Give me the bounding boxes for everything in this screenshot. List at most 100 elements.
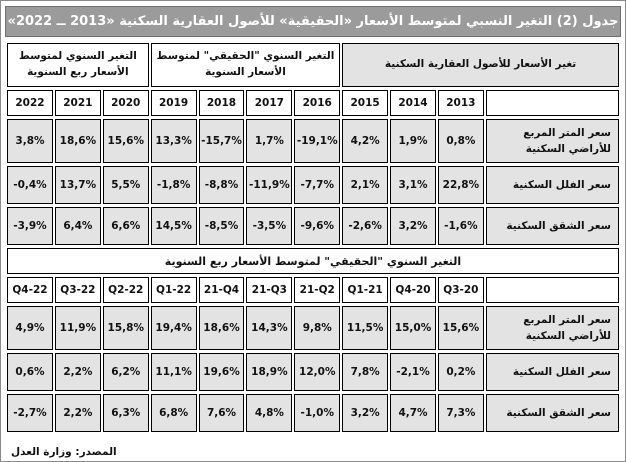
data-cell: 13,7% <box>54 166 101 204</box>
data-cell: -15,7% <box>198 119 245 163</box>
section-header-annual: التغير السنوي "الحقيقي" لمتوسط الأسعار ا… <box>150 43 341 87</box>
data-cell: 4,7% <box>390 394 436 432</box>
data-cell: 12,0% <box>294 353 341 391</box>
data-cell: -1,8% <box>150 166 197 204</box>
quarterly-band-title: التغير السنوي "الحقيقي" لمتوسط الأسعار ر… <box>7 248 619 274</box>
data-cell: 14,5% <box>150 207 197 245</box>
data-cell: 18,6% <box>54 119 101 163</box>
table-row: سعر الفلل السكنية 0,2% -2,1% 7,8% 12,0% … <box>7 353 619 391</box>
table-row: سعر الشقق السكنية -1,6% 3,2% -2,6% -9,6%… <box>7 207 619 245</box>
data-cell: 4,8% <box>246 394 293 432</box>
source-note: المصدر: وزارة العدل <box>11 446 117 458</box>
data-cell: 11,1% <box>150 353 197 391</box>
data-cell: -3,9% <box>7 207 53 245</box>
quarter-header-cell: Q3-22 <box>54 277 101 303</box>
quarter-header-cell: Q4-22 <box>7 277 53 303</box>
data-cell: 18,9% <box>246 353 293 391</box>
data-cell: 19,6% <box>198 353 245 391</box>
data-cell: 0,8% <box>437 119 484 163</box>
year-header-cell: 2021 <box>54 90 101 116</box>
quarter-header-cell: 21-Q3 <box>246 277 293 303</box>
data-cell: -2,6% <box>342 207 389 245</box>
table-row: سعر الشقق السكنية 7,3% 4,7% 3,2% -1,0% 4… <box>7 394 619 432</box>
data-cell: -11,9% <box>246 166 293 204</box>
year-header-cell: 2014 <box>390 90 436 116</box>
data-cell: 11,5% <box>342 306 389 350</box>
data-cell: -2,1% <box>390 353 436 391</box>
data-cell: 15,6% <box>437 306 484 350</box>
data-cell: 3,1% <box>390 166 436 204</box>
year-header-cell: 2015 <box>342 90 389 116</box>
data-cell: 15,8% <box>102 306 149 350</box>
corner-cell <box>485 90 619 116</box>
data-cell: 3,2% <box>342 394 389 432</box>
data-cell: 11,9% <box>54 306 101 350</box>
data-cell: 6,6% <box>102 207 149 245</box>
row-label-land: سعر المتر المربع للأراضي السكنية <box>485 119 619 163</box>
data-cell: -1,0% <box>294 394 341 432</box>
table-row: سعر المتر المربع للأراضي السكنية 0,8% 1,… <box>7 119 619 163</box>
data-cell: 4,9% <box>7 306 53 350</box>
year-header-cell: 2016 <box>294 90 341 116</box>
data-cell: 6,3% <box>102 394 149 432</box>
year-header-row: 2013 2014 2015 2016 2017 2018 2019 2020 … <box>7 90 619 116</box>
year-header-cell: 2022 <box>7 90 53 116</box>
quarter-header-cell: Q1-21 <box>342 277 389 303</box>
data-cell: 5,5% <box>102 166 149 204</box>
year-header-cell: 2018 <box>198 90 245 116</box>
data-cell: 15,0% <box>390 306 436 350</box>
table-title: جدول (2) التغير النسبي لمتوسط الأسعار «ا… <box>7 14 619 29</box>
year-header-cell: 2017 <box>246 90 293 116</box>
data-cell: -3,5% <box>246 207 293 245</box>
section-header-row: تغير الأسعار للأصول العقارية السكنية الت… <box>7 43 619 87</box>
row-label-apartments: سعر الشقق السكنية <box>485 394 619 432</box>
data-cell: 13,3% <box>150 119 197 163</box>
row-label-villas: سعر الفلل السكنية <box>485 353 619 391</box>
quarter-header-cell: 21-Q2 <box>294 277 341 303</box>
quarter-header-cell: Q2-22 <box>102 277 149 303</box>
data-cell: -8,5% <box>198 207 245 245</box>
data-cell: 7,3% <box>437 394 484 432</box>
data-cell: -2,7% <box>7 394 53 432</box>
data-cell: -7,7% <box>294 166 341 204</box>
data-cell: 2,2% <box>54 353 101 391</box>
data-cell: 7,6% <box>198 394 245 432</box>
row-label-villas: سعر الفلل السكنية <box>485 166 619 204</box>
quarter-header-cell: 21-Q4 <box>198 277 245 303</box>
data-cell: 6,8% <box>150 394 197 432</box>
data-cell: 2,2% <box>54 394 101 432</box>
data-cell: 0,6% <box>7 353 53 391</box>
quarter-header-cell: Q1-22 <box>150 277 197 303</box>
data-table: تغير الأسعار للأصول العقارية السكنية الت… <box>5 40 621 435</box>
data-cell: -19,1% <box>294 119 341 163</box>
table-title-bar: جدول (2) التغير النسبي لمتوسط الأسعار «ا… <box>5 6 621 37</box>
data-cell: 3,2% <box>390 207 436 245</box>
data-cell: -9,6% <box>294 207 341 245</box>
data-cell: 6,2% <box>102 353 149 391</box>
section-header-assets: تغير الأسعار للأصول العقارية السكنية <box>342 43 619 87</box>
data-cell: 18,6% <box>198 306 245 350</box>
data-cell: 19,4% <box>150 306 197 350</box>
data-cell: 4,2% <box>342 119 389 163</box>
year-header-cell: 2020 <box>102 90 149 116</box>
row-label-land: سعر المتر المربع للأراضي السكنية <box>485 306 619 350</box>
year-header-cell: 2019 <box>150 90 197 116</box>
data-cell: 2,1% <box>342 166 389 204</box>
quarter-header-cell: Q3-20 <box>437 277 484 303</box>
corner-cell <box>485 277 619 303</box>
data-cell: -8,8% <box>198 166 245 204</box>
data-cell: 0,2% <box>437 353 484 391</box>
quarterly-band-row: التغير السنوي "الحقيقي" لمتوسط الأسعار ر… <box>7 248 619 274</box>
data-cell: 6,4% <box>54 207 101 245</box>
data-cell: 9,8% <box>294 306 341 350</box>
table-row: سعر المتر المربع للأراضي السكنية 15,6% 1… <box>7 306 619 350</box>
data-cell: -0,4% <box>7 166 53 204</box>
data-cell: 22,8% <box>437 166 484 204</box>
quarter-header-cell: Q4-20 <box>390 277 436 303</box>
quarter-header-row: Q3-20 Q4-20 Q1-21 21-Q2 21-Q3 21-Q4 Q1-2… <box>7 277 619 303</box>
data-cell: 15,6% <box>102 119 149 163</box>
row-label-apartments: سعر الشقق السكنية <box>485 207 619 245</box>
data-cell: -1,6% <box>437 207 484 245</box>
table-row: سعر الفلل السكنية 22,8% 3,1% 2,1% -7,7% … <box>7 166 619 204</box>
